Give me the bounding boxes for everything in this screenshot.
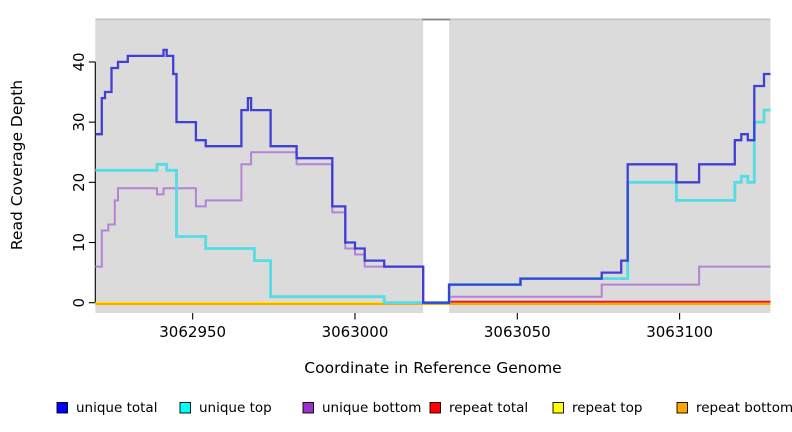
y-tick-label: 30 (70, 113, 88, 132)
x-tick-label: 3063100 (646, 323, 713, 341)
y-tick-label: 10 (70, 233, 88, 252)
legend-item-repeat-total: repeat total (429, 400, 528, 416)
series-line-unique-total (95, 48, 771, 304)
coverage-gap (423, 20, 450, 313)
legend-swatch (552, 402, 564, 414)
legend-item-repeat-top: repeat top (552, 400, 642, 416)
legend-swatch (676, 402, 688, 414)
legend-swatch (429, 402, 441, 414)
legend-item-unique-bottom: unique bottom (302, 400, 421, 416)
x-tick-label: 3063000 (322, 323, 389, 341)
legend-label: unique bottom (322, 400, 421, 416)
legend-item-repeat-bottom: repeat bottom (676, 400, 792, 416)
chart-generated-content: 0 10 20 30 40 3062950 3063000 3063050 3063100 uni… (56, 18, 792, 416)
legend-swatch (302, 402, 314, 414)
legend-swatch (179, 402, 191, 414)
legend-item-unique-total: unique total (56, 400, 157, 416)
x-tick-label: 3063050 (484, 323, 551, 341)
legend-label: repeat top (572, 400, 642, 416)
legend-swatch (56, 402, 68, 414)
legend-label: repeat total (449, 400, 528, 416)
y-tick-label: 40 (70, 52, 88, 71)
legend-label: unique total (76, 400, 157, 416)
coverage-gap-top-edge (422, 18, 451, 21)
x-tick-label: 3062950 (159, 323, 226, 341)
y-tick-label: 0 (70, 298, 88, 308)
legend-label: unique top (199, 400, 272, 416)
x-axis-title: Coordinate in Reference Genome (304, 359, 561, 377)
y-axis-title: Read Coverage Depth (8, 80, 26, 250)
legend-label: repeat bottom (696, 400, 792, 416)
y-tick-label: 20 (70, 173, 88, 192)
legend-item-unique-top: unique top (179, 400, 272, 416)
